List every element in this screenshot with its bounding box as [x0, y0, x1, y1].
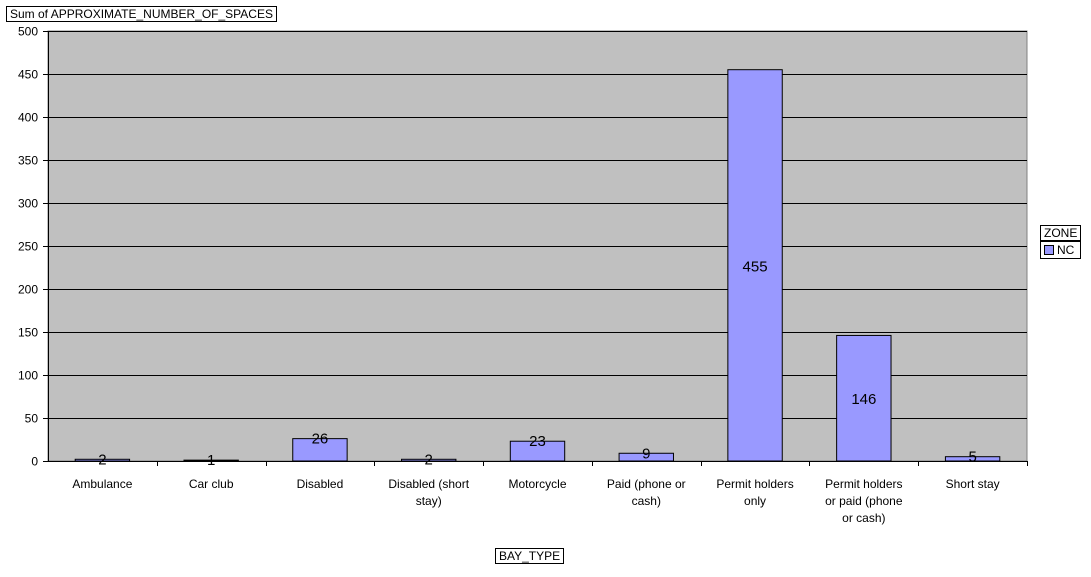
data-label: 146 [851, 391, 876, 408]
y-tick-label: 500 [18, 25, 38, 39]
bar-5 [509, 440, 566, 462]
x-tick-label: Paid (phone or cash) [607, 477, 686, 508]
series-field-button[interactable]: ZONE [1040, 225, 1082, 241]
bar-2 [183, 459, 239, 462]
y-tick-label: 450 [18, 68, 38, 82]
y-tick-label: 50 [25, 412, 39, 426]
x-tick-label: Disabled [297, 477, 344, 491]
bar-7 [727, 69, 783, 462]
data-label: 1 [207, 452, 215, 469]
bar-3 [292, 438, 348, 462]
y-tick-label: 400 [18, 111, 38, 125]
bar-1 [74, 458, 131, 462]
x-tick-label: Short stay [946, 477, 1000, 491]
legend: ZONE NC [1040, 224, 1082, 259]
data-label: 455 [743, 258, 768, 275]
y-tick-label: 100 [18, 369, 38, 383]
data-label: 5 [968, 449, 976, 466]
bar-9 [944, 456, 1001, 462]
x-tick-label: Motorcycle [508, 477, 566, 491]
y-tick-label: 300 [18, 197, 38, 211]
x-tick-label: Car club [189, 477, 234, 491]
y-tick-label: 350 [18, 154, 38, 168]
data-label: 26 [312, 431, 329, 448]
data-label: 2 [425, 451, 433, 468]
legend-label: NC [1057, 243, 1075, 257]
y-tick-label: 250 [18, 240, 38, 254]
x-tick-label: Permit holders or paid (phone or cash) [825, 477, 903, 525]
data-label: 9 [642, 445, 650, 462]
legend-entry: NC [1040, 241, 1082, 259]
bar-8 [836, 334, 892, 462]
bar-6 [618, 452, 674, 462]
bar-4 [401, 458, 457, 462]
category-field-button[interactable]: BAY_TYPE [495, 548, 565, 564]
y-tick-label: 150 [18, 326, 38, 340]
x-tick-label: Permit holders only [716, 477, 793, 508]
y-tick-label: 0 [31, 455, 38, 469]
x-tick-label: Disabled (short stay) [388, 477, 469, 508]
data-label: 2 [98, 451, 106, 468]
legend-swatch [1044, 245, 1054, 255]
data-field-button[interactable]: Sum of APPROXIMATE_NUMBER_OF_SPACES [6, 6, 277, 22]
data-label: 23 [529, 433, 546, 450]
y-tick-label: 200 [18, 283, 38, 297]
x-tick-label: Ambulance [72, 477, 132, 491]
